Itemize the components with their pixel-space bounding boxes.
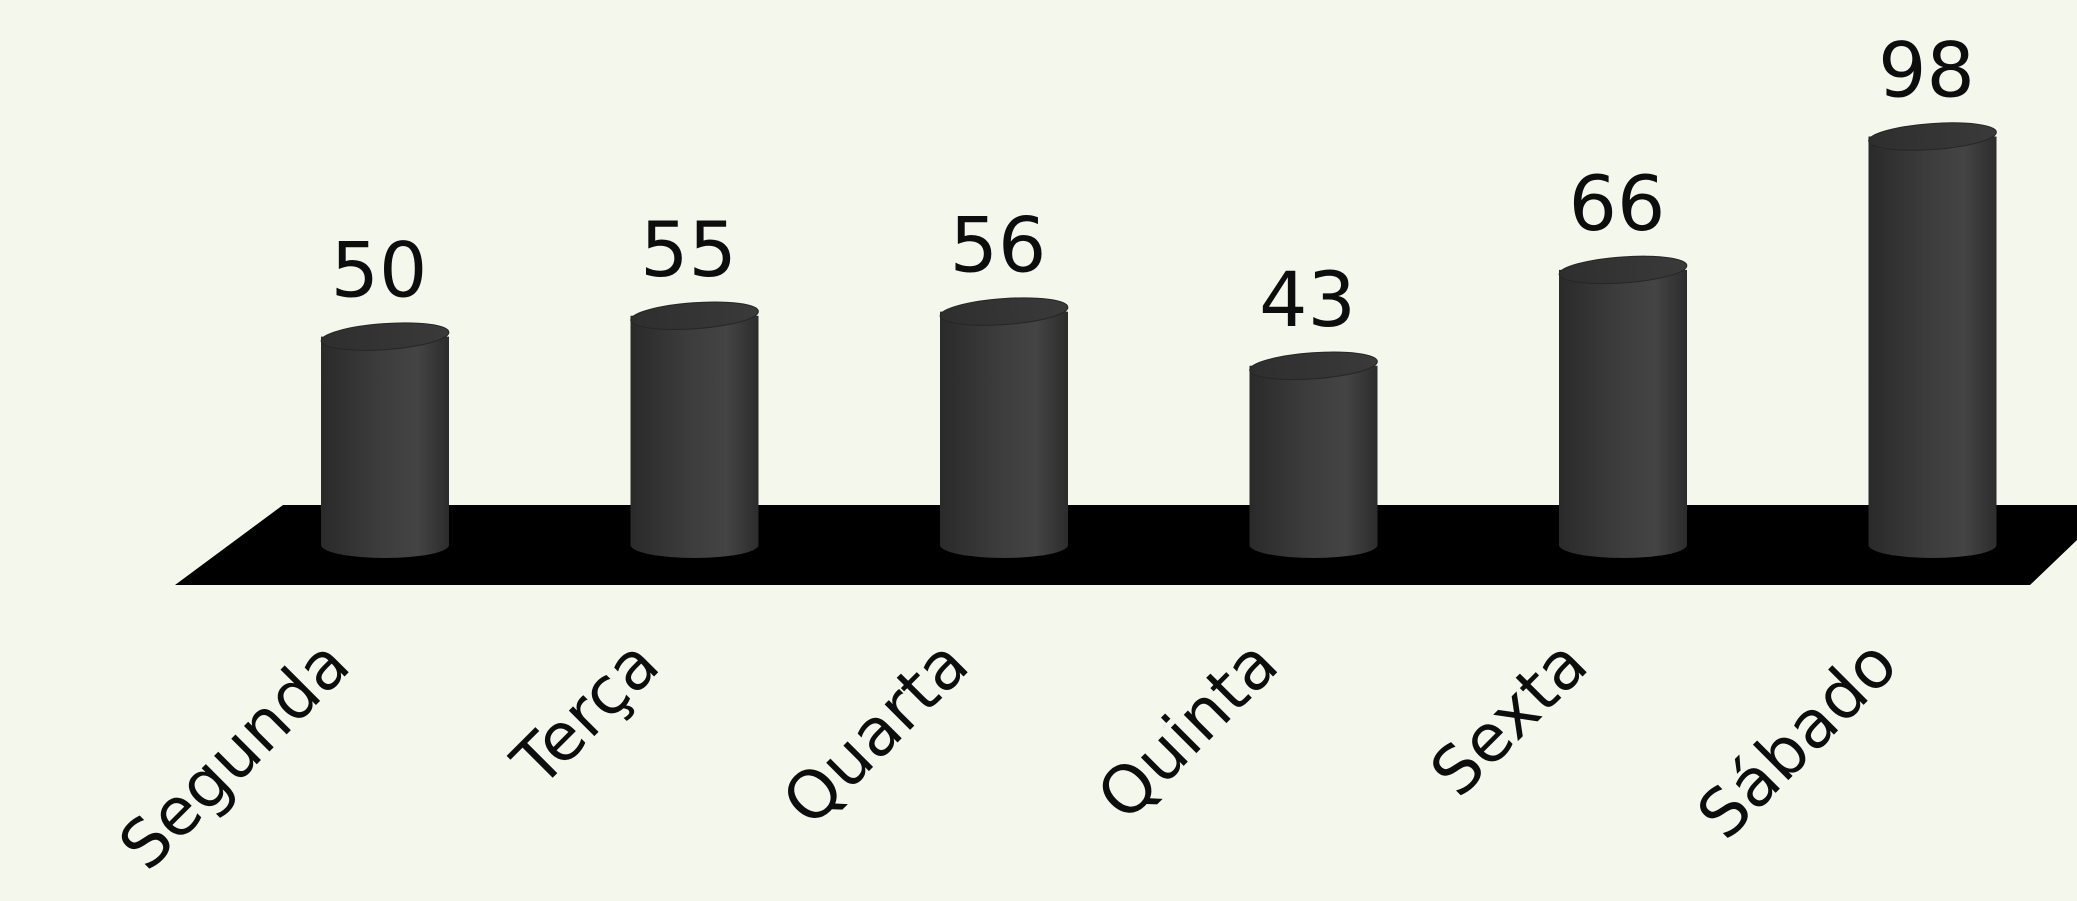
bar <box>939 297 1069 558</box>
category-labels-layer: Segunda Terça Quarta Quinta Sexta Sábado <box>105 625 1912 885</box>
bar <box>1868 122 1997 558</box>
data-label: 55 <box>640 205 737 294</box>
bar-top <box>320 322 450 351</box>
bar <box>630 301 759 558</box>
data-label: 98 <box>1878 26 1975 115</box>
bar-body <box>940 311 1068 558</box>
bar-top <box>1868 122 1997 151</box>
category-label: Segunda <box>105 625 365 885</box>
bar-top <box>939 297 1069 326</box>
chart-floor <box>175 505 2077 585</box>
bar-top <box>1249 351 1378 380</box>
value-labels-layer: 50 55 56 43 66 98 <box>331 26 1975 344</box>
category-label: Sexta <box>1416 625 1602 811</box>
bar <box>320 322 450 558</box>
bar <box>1249 351 1378 558</box>
category-label: Terça <box>497 625 674 802</box>
bars-layer <box>320 122 1997 558</box>
bar-top <box>1558 255 1688 285</box>
bar <box>1558 255 1688 558</box>
bar-body <box>630 315 759 558</box>
data-label: 56 <box>950 201 1047 290</box>
bar-body <box>1559 269 1687 558</box>
bar-body <box>1868 136 1997 558</box>
bar-top <box>630 301 759 330</box>
bar-body <box>1249 365 1378 558</box>
data-label: 43 <box>1259 255 1356 344</box>
data-label: 50 <box>331 226 428 315</box>
category-label: Quarta <box>768 625 983 840</box>
data-label: 66 <box>1569 159 1666 248</box>
bar-body <box>321 336 449 558</box>
category-label: Quinta <box>1083 625 1293 835</box>
category-label: Sábado <box>1683 625 1912 854</box>
